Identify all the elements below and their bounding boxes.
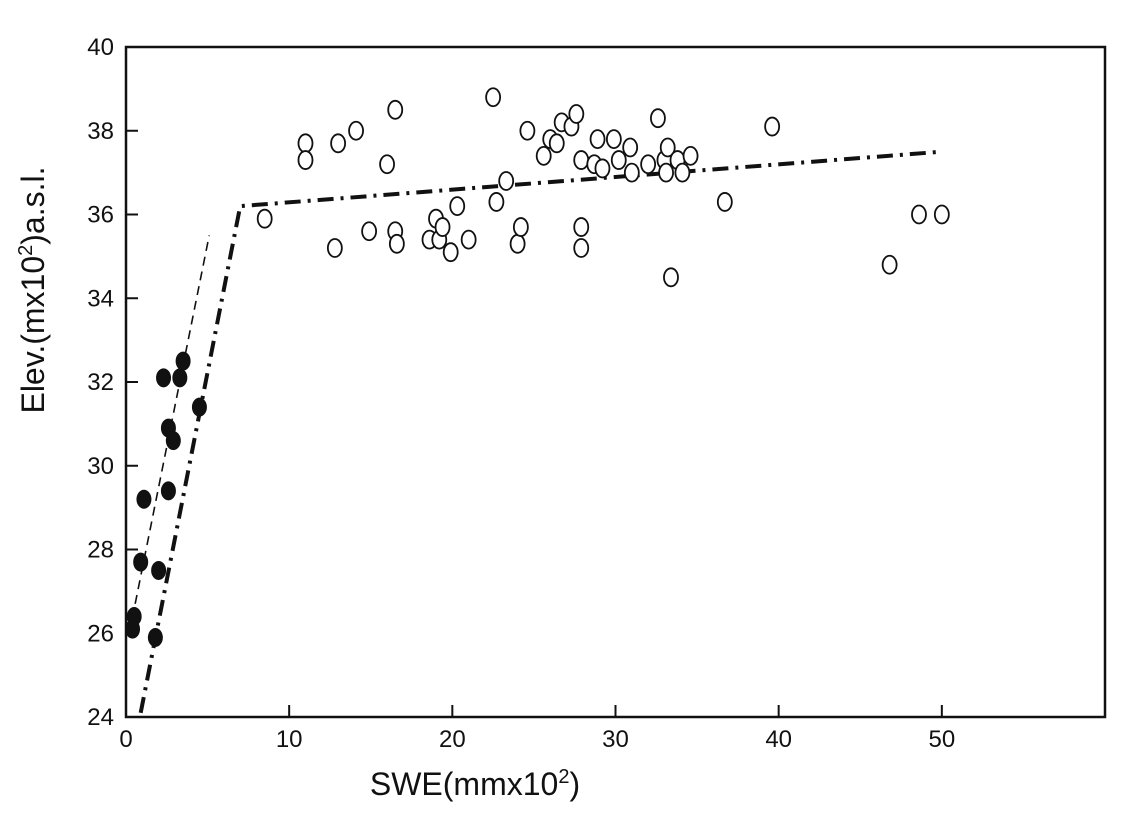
y-tick-label: 34 (87, 285, 114, 312)
x-tick-label: 10 (276, 726, 303, 753)
filled-point (126, 607, 142, 626)
x-tick-label: 0 (119, 726, 132, 753)
filled-point (165, 431, 181, 451)
open-point (663, 267, 679, 288)
y-axis-title: Elev.(mx102)a.s.l. (15, 166, 51, 413)
open-point (348, 120, 364, 141)
x-tick-label: 40 (765, 726, 792, 753)
y-tick-label: 32 (87, 369, 114, 396)
open-point (519, 120, 536, 141)
y-axis-ticks: 24 26 28 30 32 34 36 38 40 (87, 34, 138, 731)
open-point (512, 217, 529, 237)
open-point (716, 192, 733, 212)
open-point (361, 221, 378, 242)
open-point (509, 233, 526, 254)
open-point (594, 158, 611, 179)
open-point (881, 254, 898, 275)
open-point (326, 238, 343, 258)
open-point (605, 129, 622, 150)
open-point (330, 133, 347, 154)
open-point (682, 145, 699, 166)
y-tick-label: 40 (87, 34, 114, 61)
filled-point (147, 627, 163, 647)
x-axis-ticks: 0 10 20 30 40 50 (119, 705, 955, 753)
y-tick-label: 30 (87, 453, 114, 480)
open-point (379, 154, 395, 175)
x-tick-label: 30 (602, 726, 629, 753)
open-point (535, 145, 552, 166)
open-point (488, 192, 505, 212)
open-point (610, 150, 627, 170)
x-axis-title: SWE(mmx102) (370, 766, 580, 802)
x-tick-label: 50 (928, 726, 955, 753)
open-point (764, 116, 781, 137)
filled-point (151, 560, 167, 580)
open-point (622, 137, 639, 158)
open-point (442, 242, 459, 263)
open-point (568, 104, 585, 124)
y-tick-label: 38 (87, 118, 114, 145)
open-point (674, 162, 691, 183)
open-point (573, 217, 590, 237)
open-point (449, 196, 466, 217)
open-point (911, 204, 927, 225)
open-point (658, 162, 674, 183)
open-point (650, 108, 666, 129)
open-point (297, 150, 314, 170)
filled-point (133, 552, 149, 572)
open-point (256, 208, 273, 229)
y-tick-label: 24 (87, 704, 114, 731)
open-point (933, 204, 950, 225)
open-point (573, 150, 590, 170)
filled-point (160, 481, 176, 501)
open-point (387, 99, 404, 120)
open-point (498, 171, 515, 191)
filled-point (136, 489, 152, 509)
y-tick-label: 26 (87, 620, 114, 647)
open-point (485, 87, 502, 108)
filled-point (156, 368, 172, 388)
open-point (640, 154, 657, 175)
data-markers (125, 87, 950, 647)
open-point (297, 133, 314, 154)
open-point (434, 217, 451, 237)
x-tick-label: 20 (439, 726, 466, 753)
open-point (589, 129, 606, 150)
filled-point (191, 397, 207, 417)
dash-dot-fit-line (138, 149, 942, 714)
filled-point (172, 368, 188, 388)
open-point (623, 162, 640, 183)
open-point (573, 238, 590, 258)
fit-lines (128, 149, 942, 714)
open-point (460, 229, 477, 250)
open-point (659, 137, 676, 158)
open-point (548, 133, 565, 154)
filled-point (175, 351, 191, 371)
y-tick-label: 36 (87, 202, 114, 229)
y-tick-label: 28 (87, 537, 114, 564)
open-point (388, 233, 405, 254)
